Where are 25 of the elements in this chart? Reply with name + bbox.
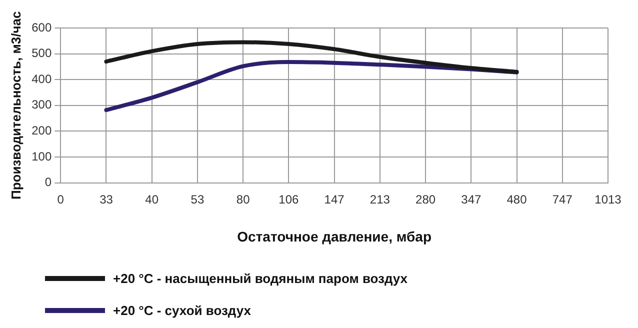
x-tick-label: 280 [416,192,436,206]
y-tick-label: 500 [32,46,52,60]
y-tick-label: 200 [32,124,52,138]
x-tick-label: 53 [190,192,204,206]
y-tick-label: 600 [32,20,52,34]
x-tick-label: 747 [552,192,573,206]
y-tick-label: 400 [32,72,52,86]
y-tick-label: 0 [44,175,52,190]
x-tick-label: 40 [145,192,159,206]
y-tick-label: 100 [32,149,52,164]
x-tick-label: 213 [370,192,390,206]
x-tick-label: 33 [100,192,114,206]
legend-label: +20 °C - насыщенный водяным паром воздух [113,270,408,286]
x-axis-title: Остаточное давление, мбар [237,228,432,244]
x-tick-label: 106 [278,192,300,206]
x-tick-label: 480 [506,192,528,206]
x-tick-label: 80 [236,192,250,206]
x-tick-label: 147 [324,192,345,206]
y-axis-title: Производительность, м3/час [8,11,24,200]
x-tick-label: 1013 [594,192,622,206]
legend-label: +20 °C - сухой воздух [113,302,251,318]
x-tick-label: 347 [461,192,482,206]
line-series [104,40,519,74]
y-tick-label: 300 [32,98,52,112]
x-tick-label: 0 [57,192,64,206]
